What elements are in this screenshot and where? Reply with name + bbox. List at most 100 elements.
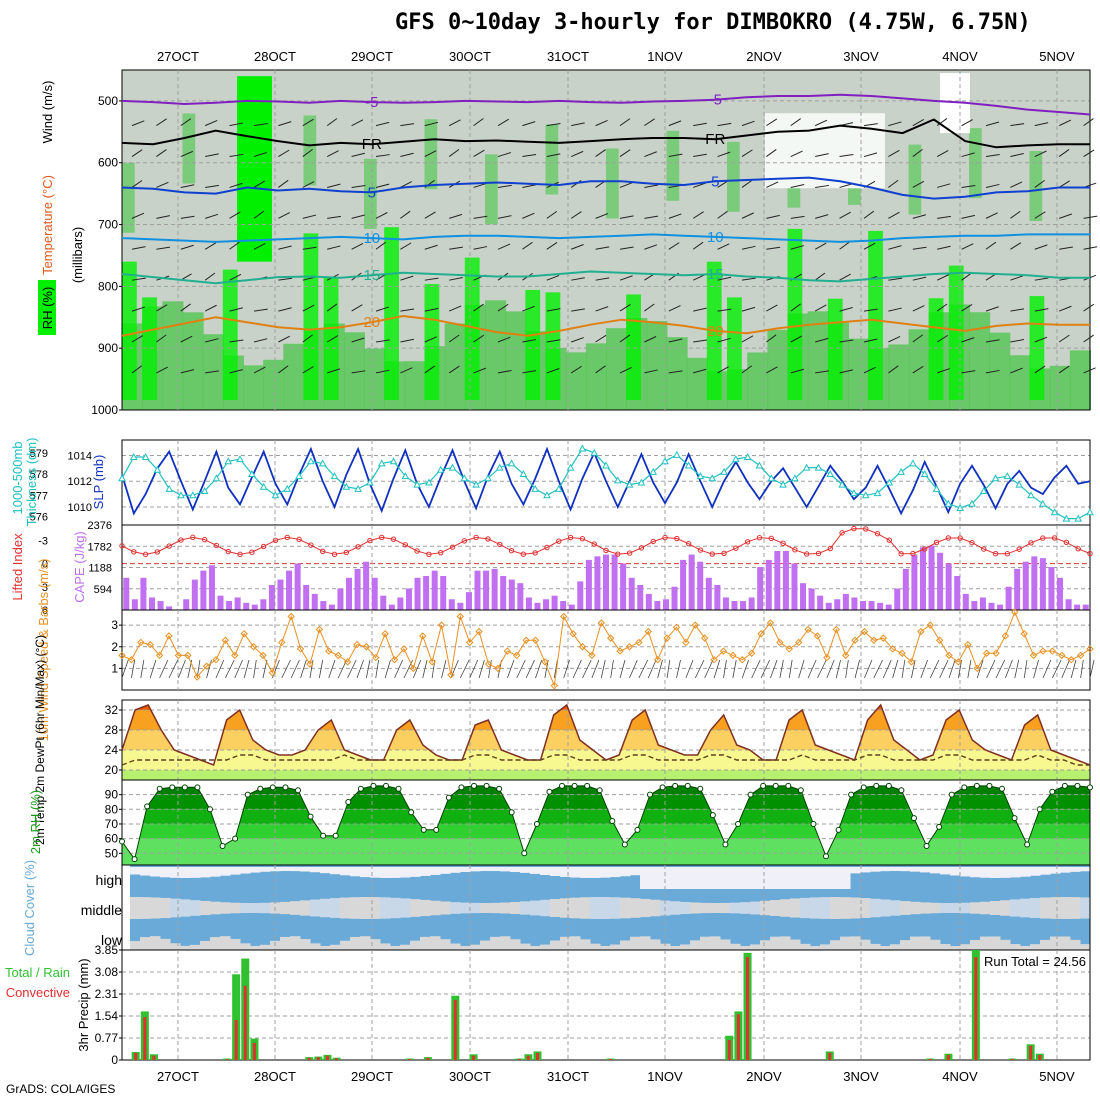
rh-bright-patch bbox=[464, 257, 480, 400]
thickness-point bbox=[1015, 480, 1024, 488]
cloud-middle bbox=[180, 899, 191, 917]
cloud-low bbox=[810, 945, 821, 950]
li-point bbox=[863, 526, 869, 532]
rh-point bbox=[609, 818, 616, 825]
wind-barb bbox=[253, 152, 267, 158]
cloud-high bbox=[820, 867, 831, 889]
wind-barb bbox=[815, 337, 829, 343]
wind-barb bbox=[469, 659, 479, 679]
cape-bar bbox=[791, 563, 798, 610]
cloud-high bbox=[500, 867, 511, 872]
wind-barb bbox=[668, 338, 683, 343]
wind-speed-point bbox=[202, 662, 211, 670]
wind-speed-point bbox=[851, 636, 859, 644]
li-point bbox=[910, 550, 916, 557]
cloud-high bbox=[950, 867, 961, 876]
wind-speed-point bbox=[785, 645, 793, 653]
wind-barb bbox=[1061, 659, 1070, 679]
thickness-point bbox=[366, 478, 374, 486]
rh-point bbox=[634, 826, 641, 833]
cloud-middle bbox=[780, 899, 791, 917]
wind-speed-point bbox=[606, 634, 615, 642]
cloud-high bbox=[600, 867, 611, 878]
wind-barb bbox=[644, 303, 655, 312]
wind-barb bbox=[1034, 122, 1049, 127]
li-point bbox=[591, 541, 597, 547]
temp-fill bbox=[122, 705, 1090, 770]
wind-barb bbox=[473, 334, 485, 343]
cloud-high bbox=[710, 867, 721, 889]
cloud-middle bbox=[600, 897, 611, 919]
tick-label: 1 bbox=[111, 661, 118, 675]
rh-point bbox=[244, 791, 251, 798]
slp-tick: 1012 bbox=[68, 476, 92, 488]
wind-barb bbox=[424, 336, 437, 343]
rh-point bbox=[948, 791, 955, 798]
wind-speed-point bbox=[193, 673, 201, 681]
slp-tick: 1014 bbox=[68, 450, 92, 462]
wind-speed-point bbox=[644, 627, 652, 636]
precip-conv-bar bbox=[325, 1055, 329, 1060]
thickness-point bbox=[129, 452, 138, 460]
thickness-point bbox=[826, 469, 835, 477]
cape-bar bbox=[979, 597, 986, 610]
wind-barb bbox=[448, 119, 461, 127]
wind-speed-axis-label: 10m Wind Speed & Barbs (m/s) bbox=[36, 559, 51, 742]
wind-barb bbox=[647, 659, 657, 679]
wind-barb bbox=[995, 659, 1006, 679]
wind-barb bbox=[131, 335, 143, 343]
wind-barb bbox=[497, 152, 511, 158]
wind-barb bbox=[347, 659, 357, 679]
wind-barb bbox=[131, 277, 146, 281]
wind-barb bbox=[732, 659, 737, 679]
wind-barb bbox=[912, 246, 927, 250]
cloud-high bbox=[920, 867, 931, 873]
cloud-middle bbox=[210, 901, 221, 915]
cloud-high bbox=[630, 867, 641, 876]
li-point bbox=[815, 550, 822, 557]
wind-barb bbox=[619, 182, 633, 188]
cape-bar bbox=[457, 602, 464, 610]
wind-barb bbox=[760, 659, 771, 679]
wind-barb bbox=[912, 180, 925, 188]
cloud-high bbox=[370, 867, 381, 878]
wind-barb bbox=[253, 366, 266, 374]
thickness-point bbox=[377, 459, 386, 467]
thickness-point bbox=[956, 503, 964, 511]
rh-point bbox=[760, 782, 767, 789]
wind-barb bbox=[985, 154, 1000, 158]
cape-bar bbox=[217, 595, 224, 610]
slp-tick: 1010 bbox=[68, 502, 92, 514]
rh-patch bbox=[1069, 350, 1091, 410]
rh-mid-patch bbox=[727, 141, 740, 212]
slp-line bbox=[121, 446, 1091, 516]
rh-point bbox=[1024, 841, 1031, 848]
li-point bbox=[744, 539, 751, 545]
lifted-index-cape-panel: -3 0 3 6 594 1188 1782 2376 bbox=[38, 520, 1093, 617]
wind-barb bbox=[693, 307, 707, 312]
cape-bar bbox=[1005, 586, 1012, 610]
tick-label: 90 bbox=[105, 788, 119, 802]
wind-barb bbox=[619, 275, 633, 281]
wind-barb bbox=[205, 184, 219, 188]
wind-barb bbox=[882, 659, 892, 679]
wind-barb bbox=[814, 304, 827, 312]
wind-barb bbox=[790, 118, 801, 127]
wind-barb bbox=[854, 659, 860, 679]
tick-label: 80 bbox=[105, 802, 119, 816]
li-point bbox=[260, 543, 267, 550]
wind-speed-point bbox=[757, 630, 765, 638]
rh-bright-patch bbox=[323, 277, 339, 400]
wind-barb bbox=[522, 121, 536, 127]
cloud-high bbox=[480, 867, 491, 872]
cape-bar bbox=[654, 601, 661, 610]
wind-speed-point bbox=[325, 647, 333, 655]
cloud-middle bbox=[470, 902, 481, 914]
cloud-low bbox=[180, 945, 191, 950]
wind-speed-point bbox=[766, 619, 775, 627]
wind-speed-point bbox=[992, 649, 1000, 657]
wind-barb bbox=[326, 150, 339, 157]
wind-barb bbox=[619, 304, 631, 312]
cape-bar bbox=[251, 604, 258, 610]
wind-barb bbox=[156, 366, 168, 374]
